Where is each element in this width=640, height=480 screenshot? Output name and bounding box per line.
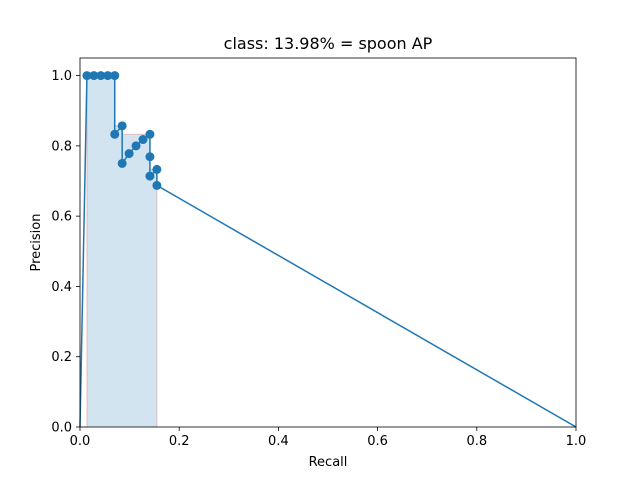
x-axis-label: Recall (309, 455, 348, 470)
x-tick-label: 0.2 (169, 434, 190, 449)
data-point (89, 71, 99, 81)
y-axis-label: Precision (29, 213, 44, 271)
x-tick-label: 0.8 (466, 434, 487, 449)
x-tick-label: 1.0 (566, 434, 587, 449)
y-tick-label: 0.6 (51, 210, 72, 225)
y-tick-label: 0.0 (51, 421, 72, 436)
data-point (103, 71, 113, 81)
data-point (110, 129, 120, 139)
interpolated-area-fill (80, 75, 157, 427)
data-point (131, 141, 141, 151)
data-point (117, 121, 127, 131)
data-point (82, 71, 92, 81)
y-tick-label: 0.2 (51, 350, 72, 365)
plot-frame (79, 57, 577, 428)
chart-title: class: 13.98% = spoon AP (224, 34, 433, 53)
y-tick-label: 0.8 (51, 139, 72, 154)
data-point (152, 164, 162, 174)
x-tick-label: 0.0 (70, 434, 91, 449)
tick-layer: 0.0 0.2 0.4 0.6 0.8 1.0 0.0 0.2 0.4 0.6 0.8 1.0 (51, 69, 586, 449)
series-marker-layer (82, 71, 162, 190)
x-tick-label: 0.4 (268, 434, 289, 449)
data-point (96, 71, 106, 81)
data-point (110, 71, 120, 81)
data-point (145, 152, 155, 162)
y-tick-label: 1.0 (51, 69, 72, 84)
data-point (138, 135, 148, 145)
data-point (124, 149, 134, 159)
data-point (145, 129, 155, 139)
data-point (117, 158, 127, 168)
x-tick-label: 0.6 (367, 434, 388, 449)
data-point (145, 171, 155, 181)
y-tick-label: 0.4 (51, 280, 72, 295)
data-point (152, 180, 162, 190)
